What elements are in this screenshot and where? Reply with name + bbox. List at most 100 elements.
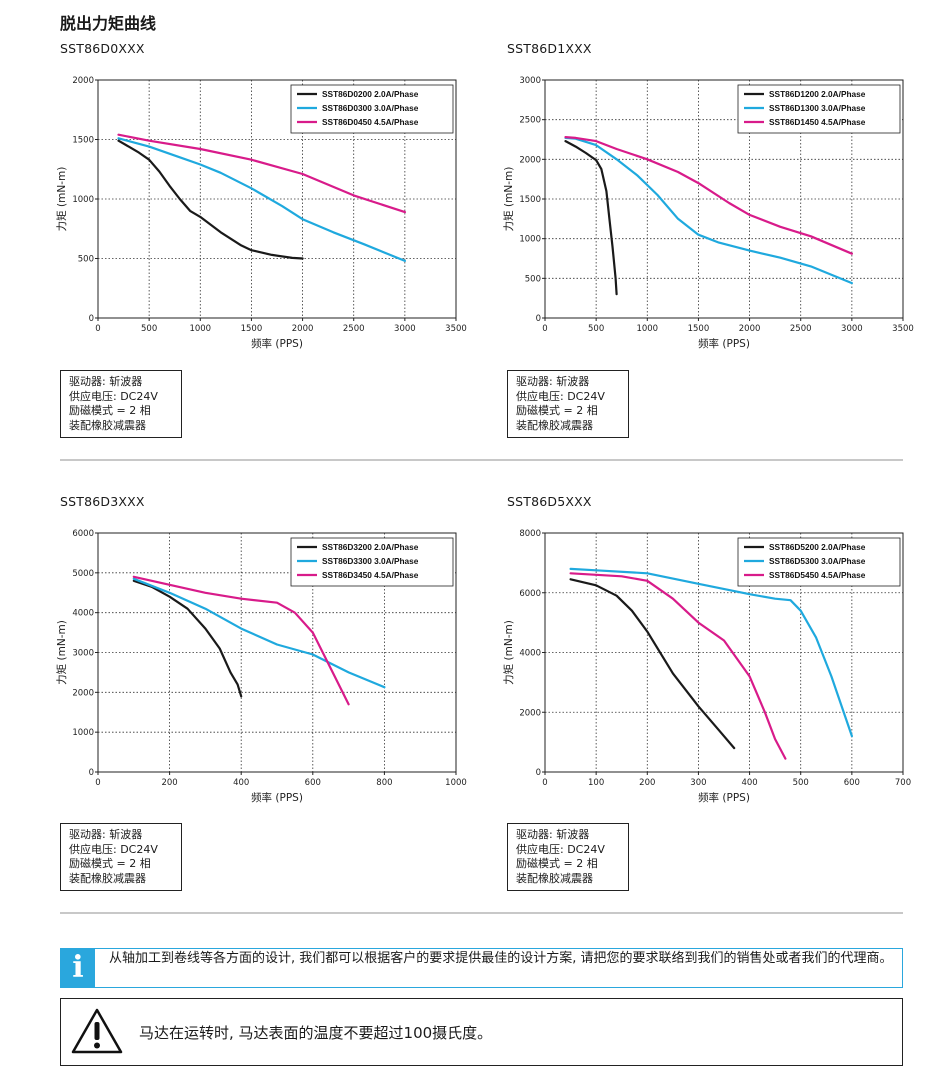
legend-box [737, 537, 901, 587]
x-axis-label: 频率 (PPS) [251, 337, 303, 350]
condition-driver: 驱动器: 斩波器 [69, 828, 143, 841]
x-tick-label: 0 [542, 778, 547, 788]
y-tick-label: 6000 [519, 589, 541, 599]
y-axis-label: 力矩 (mN-m) [55, 167, 68, 232]
panel-title-d5: SST86D5XXX [507, 494, 592, 509]
x-tick-label: 0 [95, 324, 100, 334]
legend-box [290, 537, 454, 587]
x-axis-label: 频率 (PPS) [698, 791, 750, 804]
legend-label: SST86D5200 2.0A/Phase [769, 542, 866, 552]
conditions-box-d3: 驱动器: 斩波器 供应电压: DC24V 励磁模式 = 2 相 装配橡胶减震器 [60, 823, 182, 891]
condition-driver: 驱动器: 斩波器 [516, 828, 590, 841]
legend-label: SST86D3300 3.0A/Phase [322, 556, 419, 566]
warning-text: 马达在运转时, 马达表面的温度不要超过100摄氏度。 [139, 1024, 493, 1042]
legend-box [290, 84, 454, 134]
y-tick-label: 2000 [72, 76, 94, 86]
condition-excitation: 励磁模式 = 2 相 [516, 404, 598, 417]
legend-label: SST86D5300 3.0A/Phase [769, 556, 866, 566]
x-tick-label: 700 [895, 778, 911, 788]
condition-voltage: 供应电压: DC24V [69, 389, 158, 403]
conditions-box-d1: 驱动器: 斩波器 供应电压: DC24V 励磁模式 = 2 相 装配橡胶减震器 [507, 370, 629, 438]
y-tick-label: 0 [89, 314, 94, 324]
x-tick-label: 2000 [292, 324, 314, 334]
series-line [117, 137, 406, 262]
y-tick-label: 2500 [519, 116, 541, 126]
section-divider [60, 459, 903, 461]
conditions-box-d5: 驱动器: 斩波器 供应电压: DC24V 励磁模式 = 2 相 装配橡胶减震器 [507, 823, 629, 891]
x-tick-label: 600 [844, 778, 860, 788]
x-tick-label: 500 [588, 324, 604, 334]
panel-title-d3: SST86D3XXX [60, 494, 145, 509]
condition-damper: 装配橡胶减震器 [69, 418, 146, 432]
conditions-box-d0: 驱动器: 斩波器 供应电压: DC24V 励磁模式 = 2 相 装配橡胶减震器 [60, 370, 182, 438]
page-title: 脱出力矩曲线 [60, 14, 157, 33]
info-text: 从轴加工到卷线等各方面的设计, 我们都可以根据客户的要求提供最佳的设计方案, 请… [109, 951, 893, 966]
y-tick-label: 2000 [519, 155, 541, 165]
x-tick-label: 3000 [394, 324, 416, 334]
legend-label: SST86D0200 2.0A/Phase [322, 89, 419, 99]
y-tick-label: 3000 [519, 76, 541, 86]
y-tick-label: 1000 [72, 728, 94, 738]
x-tick-label: 800 [376, 778, 392, 788]
series-line [564, 140, 618, 296]
condition-voltage: 供应电压: DC24V [516, 389, 605, 403]
series-line [569, 567, 854, 738]
x-tick-label: 3500 [445, 324, 467, 334]
condition-driver: 驱动器: 斩波器 [69, 375, 143, 388]
x-tick-label: 2500 [790, 324, 812, 334]
y-tick-label: 1500 [519, 195, 541, 205]
y-tick-label: 0 [536, 768, 541, 778]
legend-label: SST86D0300 3.0A/Phase [322, 103, 419, 113]
x-axis-label: 频率 (PPS) [251, 791, 303, 804]
x-tick-label: 3500 [892, 324, 914, 334]
x-tick-label: 300 [690, 778, 706, 788]
x-tick-label: 500 [141, 324, 157, 334]
y-tick-label: 5000 [72, 569, 94, 579]
y-tick-label: 0 [89, 768, 94, 778]
x-tick-label: 0 [95, 778, 100, 788]
series-line [117, 133, 406, 214]
x-tick-label: 400 [233, 778, 249, 788]
y-tick-label: 1000 [72, 195, 94, 205]
y-tick-label: 0 [536, 314, 541, 324]
x-tick-label: 200 [161, 778, 177, 788]
y-tick-label: 1000 [519, 235, 541, 245]
y-tick-label: 2000 [72, 688, 94, 698]
x-tick-label: 1500 [241, 324, 263, 334]
legend-box [737, 84, 901, 134]
condition-excitation: 励磁模式 = 2 相 [516, 857, 598, 870]
legend-label: SST86D3450 4.5A/Phase [322, 570, 419, 580]
info-icon: i [61, 949, 95, 987]
warning-triangle-icon [71, 1008, 123, 1054]
y-tick-label: 6000 [72, 529, 94, 539]
series-line [569, 572, 787, 760]
x-tick-label: 500 [793, 778, 809, 788]
x-tick-label: 200 [639, 778, 655, 788]
y-axis-label: 力矩 (mN-m) [55, 620, 68, 685]
condition-damper: 装配橡胶减震器 [516, 871, 593, 885]
condition-voltage: 供应电压: DC24V [516, 842, 605, 856]
legend-label: SST86D1450 4.5A/Phase [769, 117, 866, 127]
x-tick-label: 400 [741, 778, 757, 788]
y-tick-label: 3000 [72, 649, 94, 659]
y-tick-label: 500 [525, 274, 541, 284]
condition-damper: 装配橡胶减震器 [69, 871, 146, 885]
x-tick-label: 3000 [841, 324, 863, 334]
x-tick-label: 1500 [688, 324, 710, 334]
series-line [569, 578, 736, 750]
panel-title-d0: SST86D0XXX [60, 41, 145, 56]
x-tick-label: 1000 [189, 324, 211, 334]
y-tick-label: 4000 [519, 649, 541, 659]
x-tick-label: 1000 [445, 778, 467, 788]
y-axis-label: 力矩 (mN-m) [502, 620, 515, 685]
y-tick-label: 8000 [519, 529, 541, 539]
x-tick-label: 0 [542, 324, 547, 334]
legend-label: SST86D1300 3.0A/Phase [769, 103, 866, 113]
condition-damper: 装配橡胶减震器 [516, 418, 593, 432]
x-tick-label: 600 [305, 778, 321, 788]
x-axis-label: 频率 (PPS) [698, 337, 750, 350]
